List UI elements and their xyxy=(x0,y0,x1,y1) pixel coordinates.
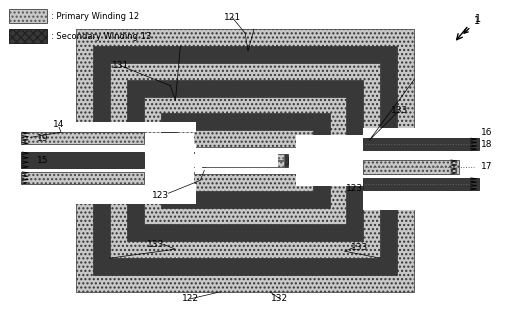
Bar xyxy=(126,80,363,241)
Text: 133: 133 xyxy=(390,106,407,115)
Bar xyxy=(212,154,277,167)
Bar xyxy=(21,144,196,152)
Text: 133: 133 xyxy=(146,240,164,249)
Text: 131: 131 xyxy=(112,61,129,70)
Bar xyxy=(71,133,194,188)
Bar xyxy=(295,135,418,186)
Bar xyxy=(277,160,283,161)
Text: 133: 133 xyxy=(350,243,367,252)
Text: : Primary Winding 12: : Primary Winding 12 xyxy=(51,12,139,21)
Bar xyxy=(76,29,413,292)
Text: : Secondary Winding 13: : Secondary Winding 13 xyxy=(51,32,151,41)
Text: 1: 1 xyxy=(474,14,480,24)
Bar xyxy=(277,157,287,164)
Text: 14: 14 xyxy=(53,120,65,129)
Text: 122: 122 xyxy=(181,294,198,303)
Bar xyxy=(21,132,143,144)
Text: 1: 1 xyxy=(463,16,479,33)
Text: 18: 18 xyxy=(480,140,491,149)
Text: 15: 15 xyxy=(37,156,49,165)
Bar xyxy=(202,154,287,164)
Bar xyxy=(202,157,287,167)
Text: 123: 123 xyxy=(345,184,362,193)
Bar xyxy=(143,97,346,224)
Bar xyxy=(363,138,478,150)
Bar xyxy=(21,184,196,204)
Bar xyxy=(363,178,478,190)
Bar xyxy=(21,172,143,184)
Bar xyxy=(206,154,283,160)
Bar xyxy=(9,9,47,23)
Bar xyxy=(363,174,483,178)
Text: 17: 17 xyxy=(480,162,491,171)
Bar xyxy=(21,122,196,132)
Bar xyxy=(160,113,329,208)
Bar xyxy=(363,150,483,160)
Bar xyxy=(177,130,312,191)
Bar xyxy=(21,152,143,168)
Bar xyxy=(9,29,47,43)
Text: 19: 19 xyxy=(37,134,49,143)
Text: 16: 16 xyxy=(480,128,491,137)
Bar xyxy=(363,160,458,174)
Text: 132: 132 xyxy=(271,294,288,303)
Bar xyxy=(363,128,483,138)
Text: 121: 121 xyxy=(223,13,240,22)
Text: 123: 123 xyxy=(152,191,169,200)
Bar xyxy=(194,154,212,167)
Bar xyxy=(21,168,196,172)
Bar xyxy=(194,147,295,174)
Bar xyxy=(93,46,396,275)
Bar xyxy=(110,63,380,258)
Bar xyxy=(363,190,483,210)
Bar xyxy=(206,161,283,167)
